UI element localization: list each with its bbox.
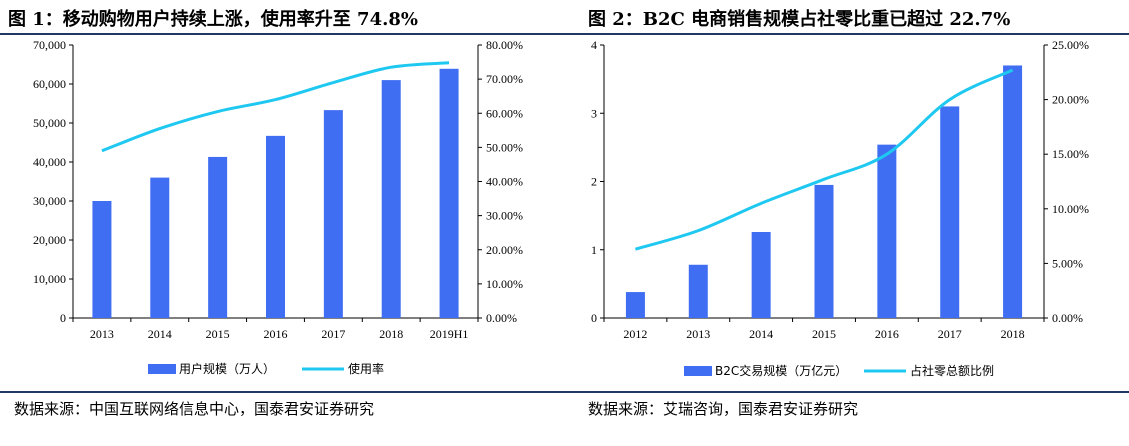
chart1-right-tick-label: 50.00% xyxy=(486,140,523,154)
chart2-right-tick-label: 5.00% xyxy=(1052,256,1083,270)
chart2-right-tick-label: 20.00% xyxy=(1052,93,1089,107)
chart2-bar xyxy=(625,292,645,318)
chart1-bar xyxy=(208,156,228,318)
chart2-bar xyxy=(1003,65,1023,318)
chart2-left-tick-label: 2 xyxy=(591,175,597,189)
chart1-right-tick-label: 10.00% xyxy=(486,277,523,291)
chart2-x-tick-label: 2016 xyxy=(875,327,899,341)
chart1-x-tick-label: 2019H1 xyxy=(430,327,469,341)
chart2-right-tick-label: 25.00% xyxy=(1052,38,1089,52)
chart1-left-tick-label: 70,000 xyxy=(33,38,66,52)
chart1-left-tick-label: 10,000 xyxy=(33,272,66,286)
chart2-left-tick-label: 3 xyxy=(591,106,597,120)
footer-rule xyxy=(0,391,1129,393)
chart2-legend-bar-swatch xyxy=(684,366,712,376)
chart1-right-tick-label: 80.00% xyxy=(486,38,523,52)
chart1-right-tick-label: 70.00% xyxy=(486,72,523,86)
chart1-bar xyxy=(92,201,112,318)
chart1-right-tick-label: 30.00% xyxy=(486,209,523,223)
chart1-legend-bar-swatch xyxy=(148,364,176,374)
chart2-right-tick-label: 15.00% xyxy=(1052,147,1089,161)
chart2-bar xyxy=(940,106,960,318)
chart1-x-tick-label: 2018 xyxy=(379,327,403,341)
figure1-title: 图 1：移动购物用户持续上涨，使用率升至 74.8% xyxy=(8,9,418,30)
chart2-series-line xyxy=(635,68,1014,251)
chart2-x-tick-label: 2014 xyxy=(749,327,773,341)
chart2-x-tick-label: 2012 xyxy=(623,327,647,341)
chart2-x-tick-label: 2013 xyxy=(686,327,710,341)
chart1-left-tick-label: 50,000 xyxy=(33,116,66,130)
chart1-legend-bar-label: 用户规模（万人） xyxy=(179,361,275,376)
chart1-bar xyxy=(266,135,285,318)
chart2-right-tick-label: 0.00% xyxy=(1052,311,1083,325)
chart1-x-tick-label: 2017 xyxy=(321,327,345,341)
chart1-bar xyxy=(323,110,343,318)
chart1-legend-line-label: 使用率 xyxy=(348,361,384,376)
chart2-bar xyxy=(877,144,897,318)
chart1-left-tick-label: 40,000 xyxy=(33,155,66,169)
chart1-bar xyxy=(150,177,170,318)
chart2-x-tick-label: 2015 xyxy=(812,327,836,341)
chart2-x-tick-label: 2018 xyxy=(1001,327,1025,341)
chart2-x-tick-label: 2017 xyxy=(938,327,962,341)
chart2-left-tick-label: 1 xyxy=(591,243,597,257)
chart1-x-tick-label: 2015 xyxy=(206,327,230,341)
chart1-right-tick-label: 40.00% xyxy=(486,175,523,189)
chart2-legend-line-label: 占社零总额比例 xyxy=(910,363,994,378)
chart1-left-tick-label: 60,000 xyxy=(33,77,66,91)
chart1-x-tick-label: 2016 xyxy=(264,327,288,341)
chart1-x-tick-label: 2014 xyxy=(148,327,172,341)
chart1-left-tick-label: 30,000 xyxy=(33,194,66,208)
chart2-right-tick-label: 10.00% xyxy=(1052,202,1089,216)
chart1-bar xyxy=(439,68,459,318)
chart1-left-tick-label: 20,000 xyxy=(33,233,66,247)
chart1-left-tick-label: 0 xyxy=(60,311,66,325)
chart2-left-tick-label: 4 xyxy=(591,38,597,52)
figure2-title: 图 2：B2C 电商销售规模占社零比重已超过 22.7% xyxy=(588,9,1011,30)
chart1-right-tick-label: 20.00% xyxy=(486,243,523,257)
chart2-bar xyxy=(814,184,834,318)
chart2-bar xyxy=(688,264,708,318)
chart1-bar xyxy=(381,80,401,318)
chart2-bar xyxy=(751,232,771,318)
figure2-source: 数据来源：艾瑞咨询，国泰君安证券研究 xyxy=(588,400,859,418)
chart1-x-tick-label: 2013 xyxy=(90,327,114,341)
chart2-legend-bar-label: B2C交易规模（万亿元） xyxy=(715,363,847,378)
header-rule xyxy=(0,33,1129,35)
figure1-source: 数据来源：中国互联网络信息中心，国泰君安证券研究 xyxy=(14,400,375,418)
chart1-right-tick-label: 60.00% xyxy=(486,106,523,120)
chart1-right-tick-label: 0.00% xyxy=(486,311,517,325)
chart2-left-tick-label: 0 xyxy=(591,311,597,325)
